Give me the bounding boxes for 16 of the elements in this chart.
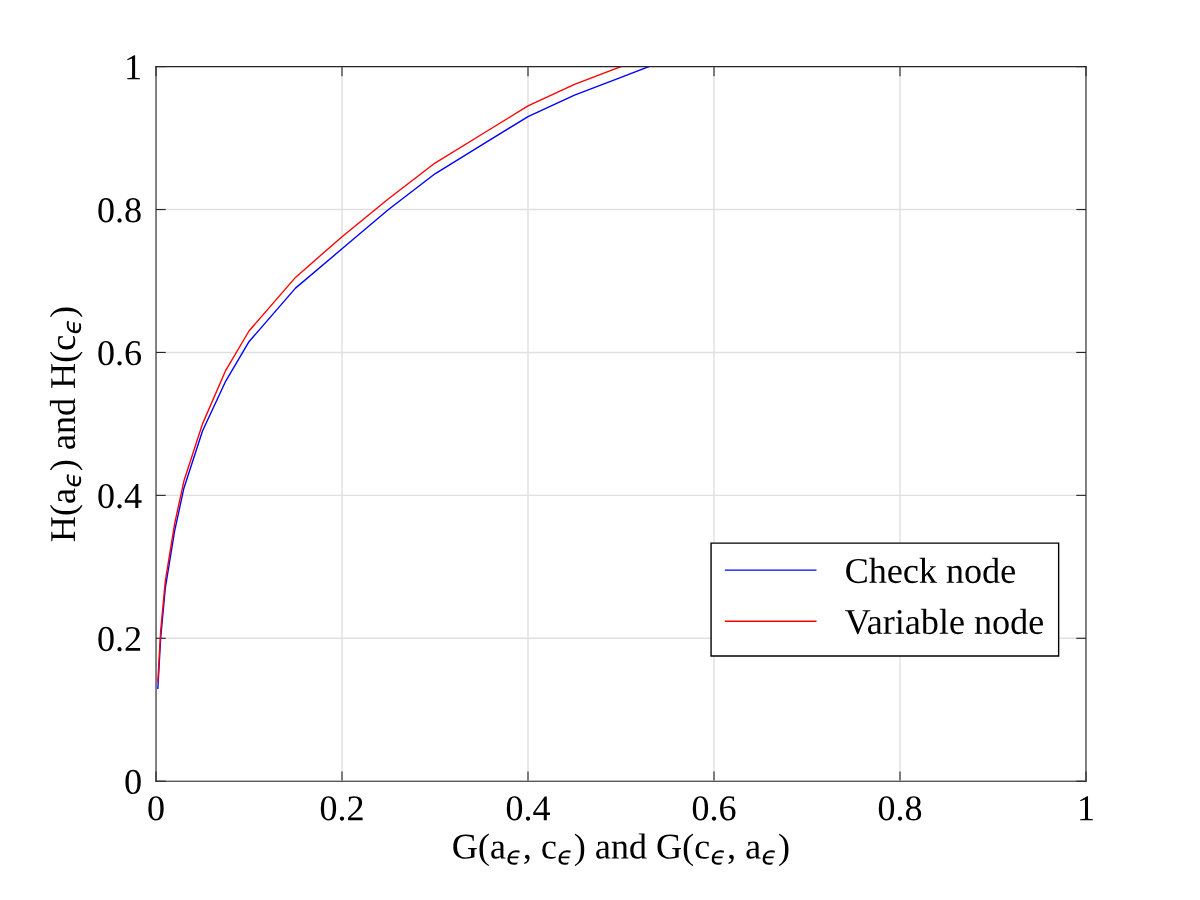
x-tick-label: 0.8 bbox=[878, 796, 922, 821]
x-tick-label: 0.6 bbox=[692, 796, 736, 821]
y-tick-label: 1 bbox=[127, 55, 140, 80]
x-tick-label: 0.4 bbox=[506, 796, 551, 821]
x-tick-label: 0.2 bbox=[320, 796, 363, 821]
text: G(a$_{ϵ}$, c$_{ϵ}$) and G(c$_{ϵ}$, a$_{ϵ}$) bbox=[453, 833, 789, 867]
legend-label: Check node bbox=[846, 557, 1015, 584]
y-tick-label: 0.6 bbox=[98, 340, 142, 366]
y-tick-label: 0.8 bbox=[98, 198, 141, 223]
x-tick-label: 1 bbox=[1080, 796, 1093, 821]
y-tick-label: 0.4 bbox=[98, 483, 142, 509]
y-tick-label: 0 bbox=[125, 769, 141, 795]
y-tick-label: 0.2 bbox=[98, 626, 141, 652]
x-tick-label: 0 bbox=[148, 796, 164, 821]
y-axis-title: H(a$_{ϵ}$) and H(c$_{ϵ}$) bbox=[49, 307, 83, 542]
legend-label: Variable node bbox=[845, 608, 1043, 635]
